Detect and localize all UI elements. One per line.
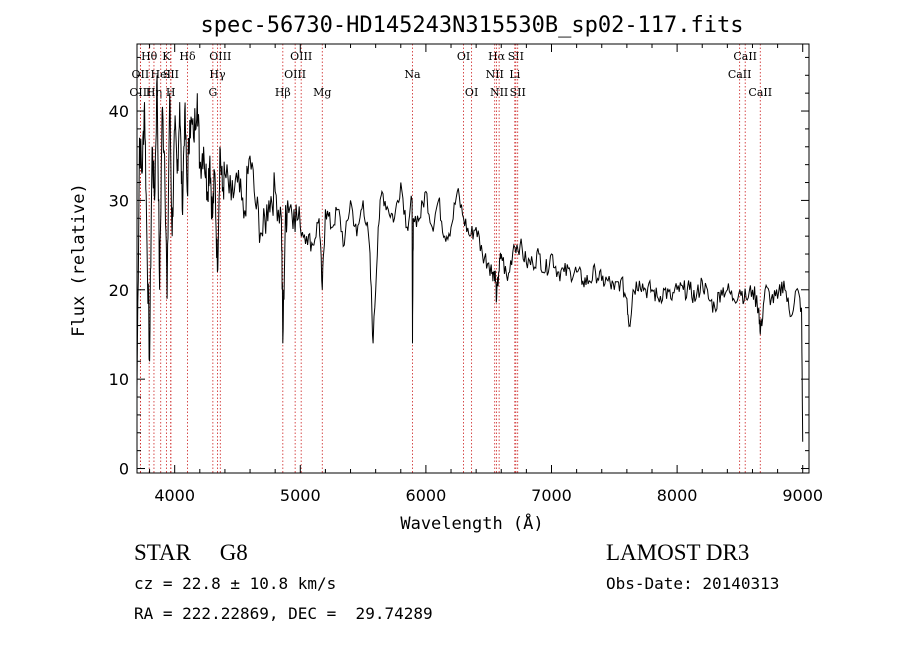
line-label: G — [208, 86, 217, 99]
line-label: Hδ — [179, 50, 196, 63]
line-label: OIII — [290, 50, 312, 63]
line-label: OI — [465, 86, 478, 99]
x-axis-label: Wavelength (Å) — [400, 512, 543, 534]
chart-title: spec-56730-HD145243N315530B_sp02-117.fit… — [200, 13, 743, 38]
x-tick-label: 8000 — [657, 486, 698, 505]
y-tick-label: 40 — [109, 102, 129, 121]
line-label: SII — [510, 86, 526, 99]
line-label: H — [166, 86, 176, 99]
y-tick-label: 20 — [109, 281, 129, 300]
line-label: CaII — [728, 68, 752, 81]
axes: 4000 5000 6000 7000 8000 9000 0 10 20 30 40 — [109, 44, 823, 505]
x-tick-label: 9000 — [782, 486, 823, 505]
line-label: Hα — [488, 50, 506, 63]
x-tick-label: 4000 — [154, 486, 195, 505]
line-label: HeI — [151, 68, 171, 81]
line-label: OIII — [209, 50, 231, 63]
y-tick-label: 10 — [109, 370, 129, 389]
y-tick-label: 30 — [109, 191, 129, 210]
line-label: SII — [508, 50, 524, 63]
line-label: OIII — [284, 68, 306, 81]
line-label: Hθ — [141, 50, 158, 63]
spectrum-line — [136, 75, 804, 442]
y-axis-label: Flux (relative) — [69, 183, 89, 337]
line-label: Li — [509, 68, 520, 81]
spectrum-series — [136, 75, 804, 442]
survey-name: LAMOST DR3 — [606, 540, 750, 565]
line-label: SII — [163, 68, 179, 81]
line-label: Mg — [313, 86, 331, 99]
line-label: NII — [490, 86, 508, 99]
redshift-cz: cz = 22.8 ± 10.8 km/s — [134, 574, 337, 593]
line-label: Hη — [146, 86, 162, 99]
line-label: Na — [404, 68, 421, 81]
observation-date: Obs-Date: 20140313 — [606, 574, 780, 593]
line-label: NII — [486, 68, 504, 81]
x-tick-label: 5000 — [280, 486, 321, 505]
line-label: Hγ — [209, 68, 226, 81]
line-label: OII — [132, 68, 150, 81]
x-tick-label: 7000 — [531, 486, 572, 505]
plot-frame — [136, 43, 810, 474]
line-label: CaII — [733, 50, 757, 63]
line-label: Hβ — [275, 86, 291, 99]
y-tick-label: 0 — [119, 460, 129, 479]
line-label: CaII — [748, 86, 772, 99]
x-tick-label: 6000 — [406, 486, 447, 505]
object-class: STAR G8 — [134, 540, 248, 565]
line-label: OI — [457, 50, 470, 63]
coordinates: RA = 222.22869, DEC = 29.74289 — [134, 604, 433, 623]
spectral-line-markers: OII OIII Hθ Hη HeI K SII H Hδ OIII Hγ G Hβ OIII OIII Mg… — [129, 44, 772, 473]
line-label: OIII — [129, 86, 151, 99]
line-label: K — [162, 50, 171, 63]
